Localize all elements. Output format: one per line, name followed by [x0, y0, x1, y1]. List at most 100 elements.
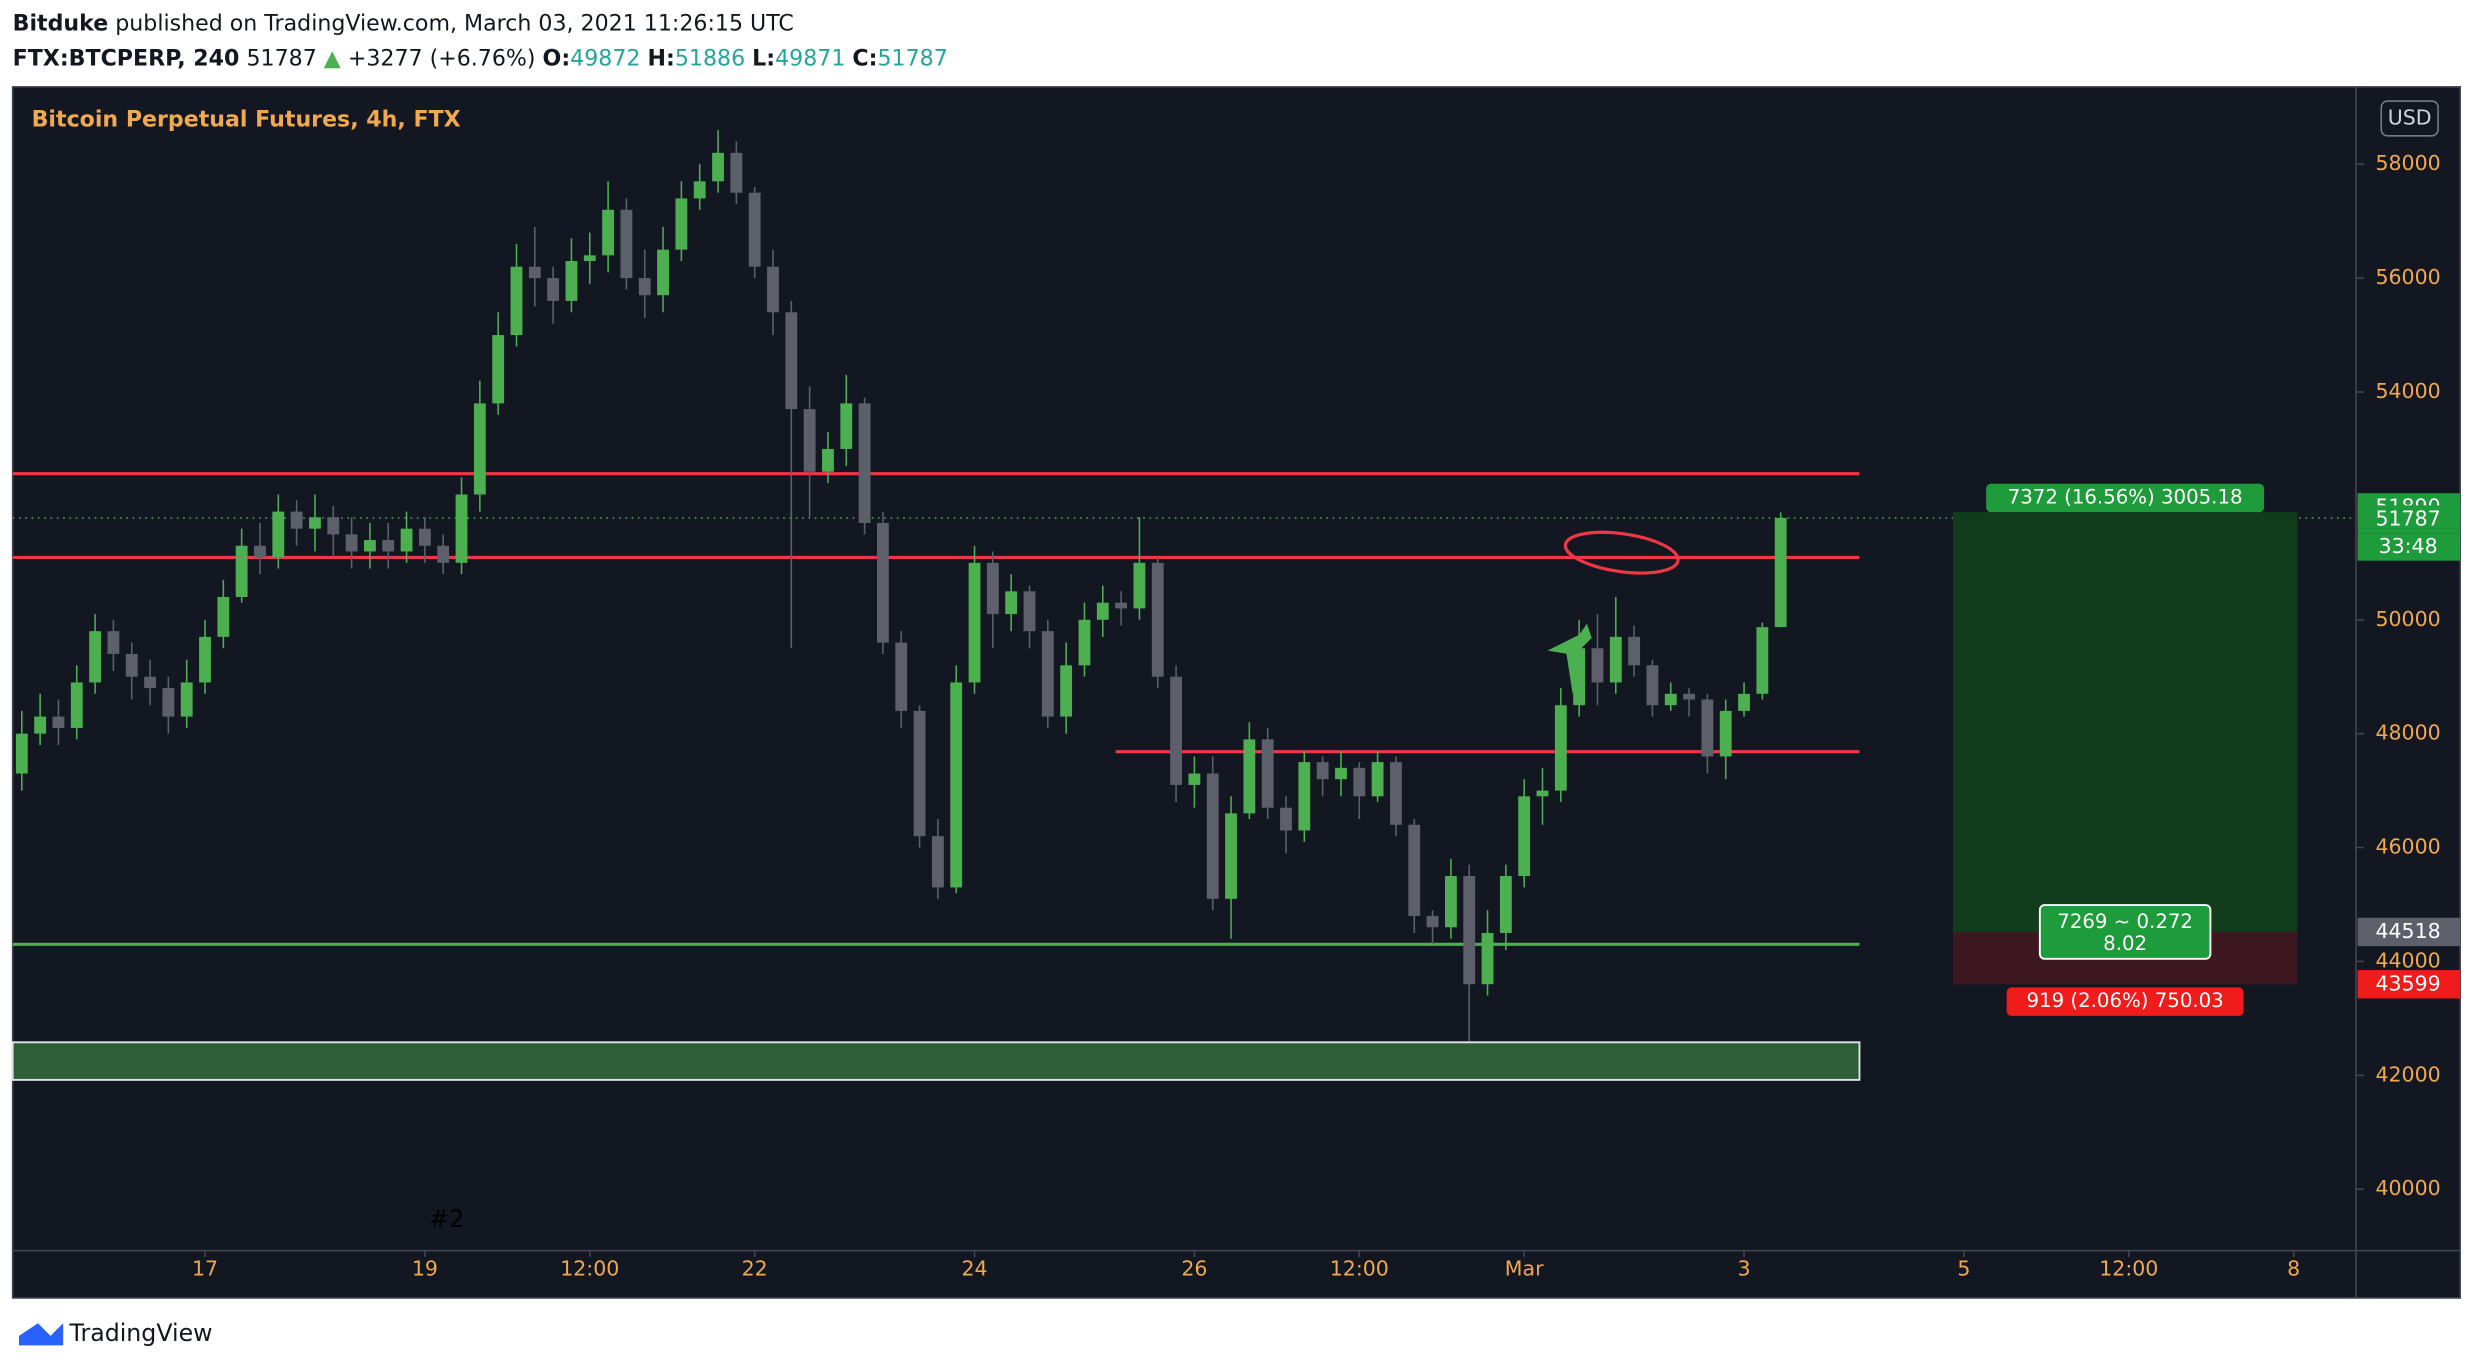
candle-body — [510, 266, 523, 336]
candle-body — [162, 688, 175, 717]
candle-body — [840, 403, 853, 449]
close: 51787 — [877, 45, 947, 71]
candle-body — [1719, 710, 1732, 757]
candle-body — [1444, 876, 1457, 928]
h-label: H: — [648, 45, 675, 71]
candle-body — [437, 545, 450, 563]
candle-body — [1371, 762, 1384, 797]
candle-body — [52, 716, 65, 728]
x-tick-label: 12:00 — [1330, 1257, 1389, 1281]
candle-body — [363, 540, 376, 552]
annotation: #2 — [429, 1205, 464, 1233]
candle-body — [217, 597, 230, 637]
candle-body — [565, 261, 578, 301]
candle-body — [382, 540, 395, 552]
y-tick-label: 44000 — [2375, 948, 2440, 972]
candle-body — [34, 716, 47, 734]
candle-body — [748, 192, 761, 267]
publish-line: Bitduke published on TradingView.com, Ma… — [13, 10, 794, 36]
x-tick-label: 5 — [1957, 1257, 1970, 1281]
x-tick-label: 8 — [2287, 1257, 2300, 1281]
candle-body — [1683, 693, 1695, 700]
candle-body — [1738, 693, 1750, 711]
candle-body — [1573, 648, 1586, 706]
open: 49872 — [570, 45, 640, 71]
entry-price: 44518 — [2375, 919, 2440, 943]
currency-box[interactable] — [2380, 100, 2439, 137]
y-tick-label: 58000 — [2375, 151, 2440, 175]
chart-title: Bitcoin Perpetual Futures, 4h, FTX — [32, 107, 461, 133]
y-tick-label: 40000 — [2375, 1176, 2440, 1200]
candle-body — [418, 528, 431, 546]
candle-body — [1078, 619, 1091, 666]
candle-body — [1133, 562, 1146, 609]
candle-body — [1536, 790, 1549, 797]
entry-price-box — [2357, 917, 2461, 947]
candle-body — [1481, 932, 1494, 985]
stop-label: 919 (2.06%) 750.03 — [2027, 989, 2224, 1012]
candle-body — [290, 511, 303, 529]
candle-body — [1188, 773, 1201, 785]
candle-body — [730, 152, 743, 193]
candle-body — [1041, 631, 1054, 717]
candle-body — [620, 209, 633, 279]
target-label: 7372 (16.56%) 3005.18 — [2008, 485, 2243, 508]
candle-body — [1591, 648, 1604, 683]
x-tick-label: 22 — [742, 1257, 768, 1281]
candle-body — [1225, 813, 1237, 899]
candle-body — [1005, 591, 1018, 615]
plot: 4000042000440004600048000500005200054000… — [11, 130, 2461, 1281]
symbol-line: FTX:BTCPERP, 240 51787 ▲ +3277 (+6.76%) … — [13, 45, 948, 71]
last: 51787 — [246, 45, 316, 71]
candle-body — [950, 682, 963, 888]
candle-body — [602, 209, 615, 256]
countdown: 33:48 — [2379, 534, 2438, 558]
candle-body — [1701, 699, 1714, 757]
candle-body — [547, 278, 560, 301]
candle-body — [1353, 767, 1366, 797]
candle-body — [70, 682, 83, 728]
candle-body — [1628, 636, 1641, 666]
candle-body — [693, 181, 706, 199]
support-zone — [11, 1041, 1861, 1081]
candle-body — [400, 528, 413, 552]
candle-body — [675, 198, 688, 250]
profit-area — [1952, 512, 2298, 932]
candle-body — [1499, 876, 1512, 933]
candle-body — [492, 335, 505, 404]
x-tick-label: 24 — [961, 1257, 987, 1281]
candle-body — [89, 631, 102, 683]
candle-body — [657, 249, 669, 296]
candle-body — [913, 710, 926, 837]
candle-body — [1115, 602, 1128, 609]
candle-body — [1664, 693, 1677, 706]
candle-body — [473, 403, 486, 495]
candle-body — [1280, 807, 1292, 831]
last-price: 51787 — [2375, 507, 2440, 531]
candle-body — [1023, 591, 1036, 632]
x-tick-label: 17 — [192, 1257, 218, 1281]
arrow: ▲ — [324, 45, 341, 71]
l-label: L: — [752, 45, 775, 71]
candle-body — [1096, 602, 1109, 620]
low: 49871 — [775, 45, 845, 71]
candle-body — [125, 653, 138, 677]
candle-body — [272, 511, 285, 558]
candle-body — [1335, 767, 1347, 780]
candle-body — [1646, 665, 1659, 706]
ellipse-drawing — [1563, 530, 1680, 575]
candle-body — [345, 534, 358, 552]
candle-body — [1261, 739, 1274, 808]
candle-body — [1151, 562, 1164, 677]
author: Bitduke — [13, 10, 109, 36]
candle-body — [1408, 824, 1421, 916]
y-tick-label: 42000 — [2375, 1062, 2440, 1086]
candle-body — [309, 517, 321, 529]
candle-body — [455, 494, 468, 563]
candle-body — [1463, 876, 1476, 985]
candle-body — [1756, 627, 1769, 694]
candle-body — [767, 266, 779, 313]
currency: USD — [2388, 105, 2432, 129]
candle-body — [1426, 915, 1439, 928]
